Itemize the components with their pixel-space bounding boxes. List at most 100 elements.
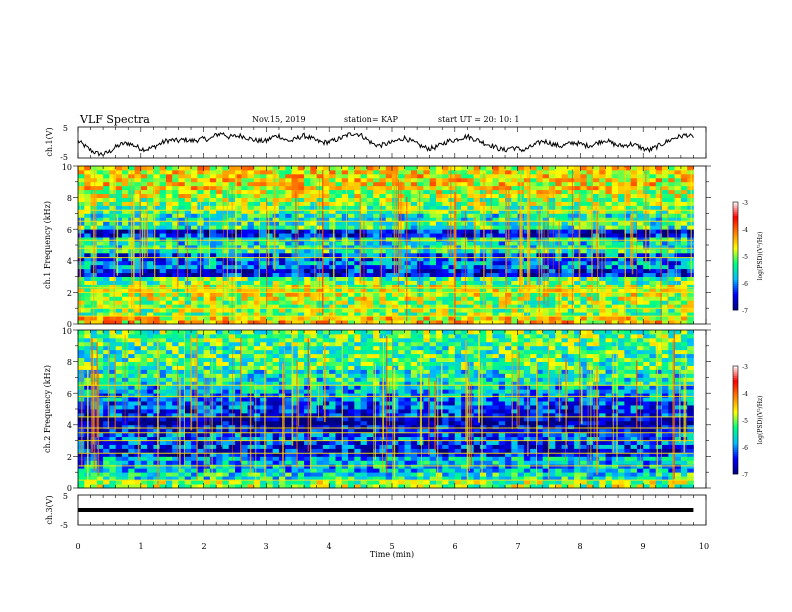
spectrogram-cell <box>366 237 374 242</box>
spectrogram-cell <box>209 288 217 293</box>
spectrogram-cell <box>222 189 230 195</box>
spectrogram-cell <box>574 468 581 473</box>
spectrogram-cell <box>285 201 292 206</box>
spectrogram-cell <box>611 284 619 289</box>
spectrogram-cell <box>442 205 449 210</box>
colorbar-swatch <box>733 236 738 239</box>
spectrogram-cell <box>165 480 173 485</box>
spectrogram-cell <box>366 320 374 325</box>
spectrogram-cell <box>435 185 443 191</box>
spectrogram-cell <box>379 248 387 254</box>
spectrogram-cell <box>561 316 569 321</box>
spectrogram-cell <box>473 480 481 485</box>
spectrogram-cell <box>316 476 324 481</box>
spectrogram-cell <box>668 252 675 258</box>
spectrogram-cell <box>272 284 280 289</box>
spectrogram-cell <box>404 193 412 198</box>
spectrogram-cell <box>165 320 173 325</box>
spectrogram-cell <box>668 276 675 281</box>
spectrogram-cell <box>84 300 91 305</box>
spectrogram-cell <box>209 308 217 313</box>
spectrogram-cell <box>511 256 518 262</box>
spectrogram-cell <box>523 468 531 473</box>
spectrogram-cell <box>467 201 475 206</box>
spectrogram-cell <box>423 229 431 234</box>
spectrogram-cell <box>285 268 292 274</box>
spectrogram-cell <box>247 213 255 218</box>
spectrogram-cell <box>266 193 274 198</box>
spectrogram-cell <box>253 205 261 210</box>
spectrogram-cell <box>486 288 493 293</box>
spectrogram-cell <box>492 276 500 281</box>
spectrogram-cell <box>103 225 110 230</box>
spectrogram-cell <box>561 284 569 289</box>
spectrogram-cell <box>216 268 223 274</box>
spectrogram-cell <box>297 245 305 250</box>
spectrogram-cell <box>235 268 242 274</box>
spectrogram-cell <box>329 197 336 202</box>
spectrogram-cell <box>165 177 173 183</box>
spectrogram-cell <box>322 221 330 226</box>
spectrogram-cell <box>203 217 211 222</box>
spectrogram-cell <box>636 268 644 274</box>
spectrogram-cell <box>549 304 556 309</box>
spectrogram-cell <box>115 252 123 258</box>
spectrogram-cell <box>109 312 117 317</box>
spectrogram-cell <box>253 264 261 270</box>
colorbar-swatch <box>733 286 738 289</box>
spectrogram-cell <box>209 241 217 246</box>
spectrogram-cell <box>618 300 625 305</box>
spectrogram-cell <box>253 272 261 277</box>
spectrogram-cell <box>461 193 468 198</box>
spectrogram-cell <box>241 248 248 254</box>
spectrogram-cell <box>128 460 135 465</box>
spectrogram-cell <box>655 316 663 321</box>
colorbar-swatch <box>733 204 738 207</box>
spectrogram-cell <box>272 272 280 277</box>
colorbar-swatch <box>733 292 738 295</box>
spectrogram-cell <box>398 225 405 230</box>
spectrogram-cell <box>586 177 594 183</box>
spectrogram-cell <box>674 284 682 289</box>
spectrogram-cell <box>304 300 311 305</box>
spectrogram-cell <box>687 320 694 325</box>
spectrogram-cell <box>216 276 223 281</box>
spectrogram-cell <box>599 264 606 270</box>
spectrogram-cell <box>473 304 481 309</box>
ch1-spectrogram-image <box>78 166 706 325</box>
spectrogram-cell <box>542 237 550 242</box>
spectrogram-cell <box>599 169 606 175</box>
spectrogram-cell <box>335 268 343 274</box>
spectrogram-cell <box>241 166 248 171</box>
spectrogram-cell <box>304 173 311 179</box>
spectrogram-cell <box>159 213 167 218</box>
spectrogram-cell <box>184 233 192 238</box>
spectrogram-cell <box>297 284 305 289</box>
spectrogram-cell <box>291 480 299 485</box>
spectrogram-cell <box>140 272 148 277</box>
spectrogram-cell <box>655 225 663 230</box>
spectrogram-cell <box>674 288 682 293</box>
spectrogram-cell <box>687 201 694 206</box>
spectrogram-cell <box>140 213 148 218</box>
spectrogram-cell <box>272 260 280 266</box>
spectrogram-cell <box>492 256 500 262</box>
spectrogram-cell <box>84 181 91 187</box>
spectrogram-cell <box>96 177 104 183</box>
spectrogram-cell <box>322 193 330 198</box>
spectrogram-cell <box>216 468 223 473</box>
spectrogram-cell <box>442 225 449 230</box>
spectrogram-cell <box>429 468 437 473</box>
spectrogram-cell <box>266 316 274 321</box>
spectrogram-cell <box>636 241 644 246</box>
spectrogram-cell <box>341 272 349 277</box>
spectrogram-cell <box>410 241 418 246</box>
spectrogram-cell <box>605 272 613 277</box>
spectrogram-cell <box>354 193 361 198</box>
spectrogram-cell <box>178 173 186 179</box>
spectrogram-cell <box>392 173 399 179</box>
spectrogram-cell <box>153 193 161 198</box>
spectrogram-cell <box>655 472 663 477</box>
colorbar-swatch <box>733 214 738 217</box>
spectrogram-cell <box>417 181 424 187</box>
